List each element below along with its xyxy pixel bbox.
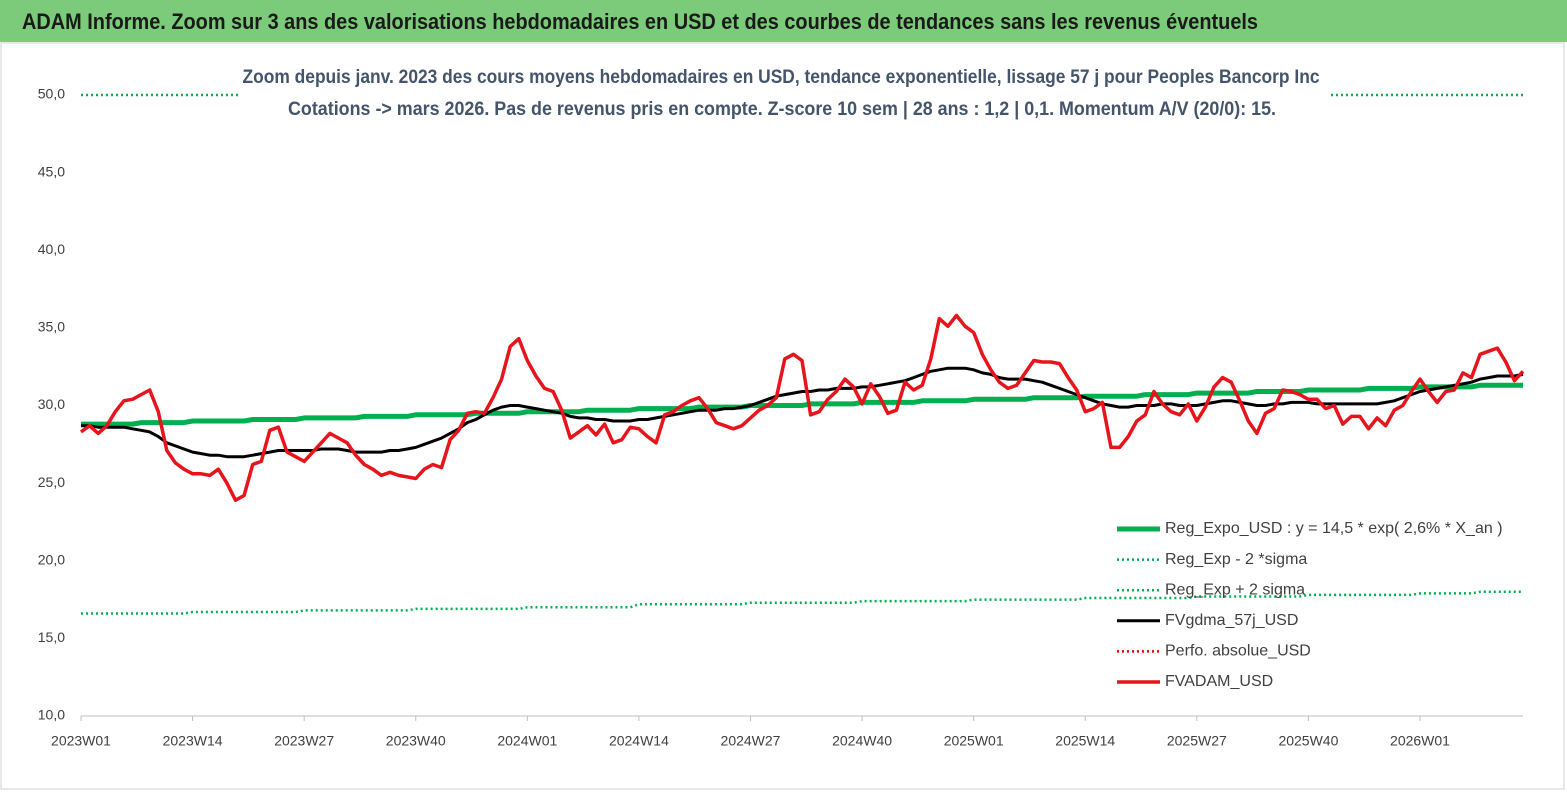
x-tick-label: 2025W27 bbox=[1167, 733, 1227, 749]
x-tick-label: 2025W40 bbox=[1278, 733, 1338, 749]
y-tick-label: 10,0 bbox=[38, 707, 65, 723]
x-tick-label: 2025W01 bbox=[944, 733, 1004, 749]
y-tick-label: 35,0 bbox=[38, 319, 65, 335]
legend-label: Reg_Exp - 2 *sigma bbox=[1165, 551, 1307, 568]
x-tick-label: 2024W40 bbox=[832, 733, 892, 749]
y-tick-label: 50,0 bbox=[38, 86, 65, 102]
x-tick-label: 2025W14 bbox=[1055, 733, 1115, 749]
x-tick-label: 2023W27 bbox=[274, 733, 334, 749]
y-tick-label: 45,0 bbox=[38, 163, 65, 179]
x-tick-label: 2023W14 bbox=[163, 733, 223, 749]
legend-label: FVgdma_57j_USD bbox=[1165, 612, 1298, 629]
x-tick-label: 2023W01 bbox=[51, 733, 111, 749]
chart-frame bbox=[0, 42, 1565, 790]
series-line bbox=[81, 590, 1523, 615]
y-tick-label: 15,0 bbox=[38, 629, 65, 645]
legend-label: Perfo. absolue_USD bbox=[1165, 643, 1311, 660]
y-tick-label: 30,0 bbox=[38, 396, 65, 412]
y-tick-label: 25,0 bbox=[38, 474, 65, 490]
title-banner bbox=[0, 0, 1567, 42]
x-tick-label: 2023W40 bbox=[386, 733, 446, 749]
legend-label: Reg_Exp + 2 sigma bbox=[1165, 581, 1305, 598]
y-tick-label: 40,0 bbox=[38, 241, 65, 257]
y-tick-label: 20,0 bbox=[38, 551, 65, 567]
series-line bbox=[79, 313, 1525, 502]
chart-subtitle: Zoom depuis janv. 2023 des cours moyens … bbox=[243, 67, 1320, 88]
series-line bbox=[81, 366, 1524, 459]
x-tick-label: 2026W01 bbox=[1390, 733, 1450, 749]
legend-label: FVADAM_USD bbox=[1165, 673, 1273, 690]
chart-title: ADAM Informe. Zoom sur 3 ans des valoris… bbox=[22, 9, 1258, 34]
chart-subtitle: Cotations -> mars 2026. Pas de revenus p… bbox=[288, 99, 1276, 120]
x-tick-label: 2024W14 bbox=[609, 733, 669, 749]
x-tick-label: 2024W01 bbox=[497, 733, 557, 749]
subtitle-box bbox=[240, 62, 1330, 126]
legend-label: Reg_Expo_USD : y = 14,5 * exp( 2,6% * X_… bbox=[1165, 520, 1503, 537]
x-tick-label: 2024W27 bbox=[721, 733, 781, 749]
